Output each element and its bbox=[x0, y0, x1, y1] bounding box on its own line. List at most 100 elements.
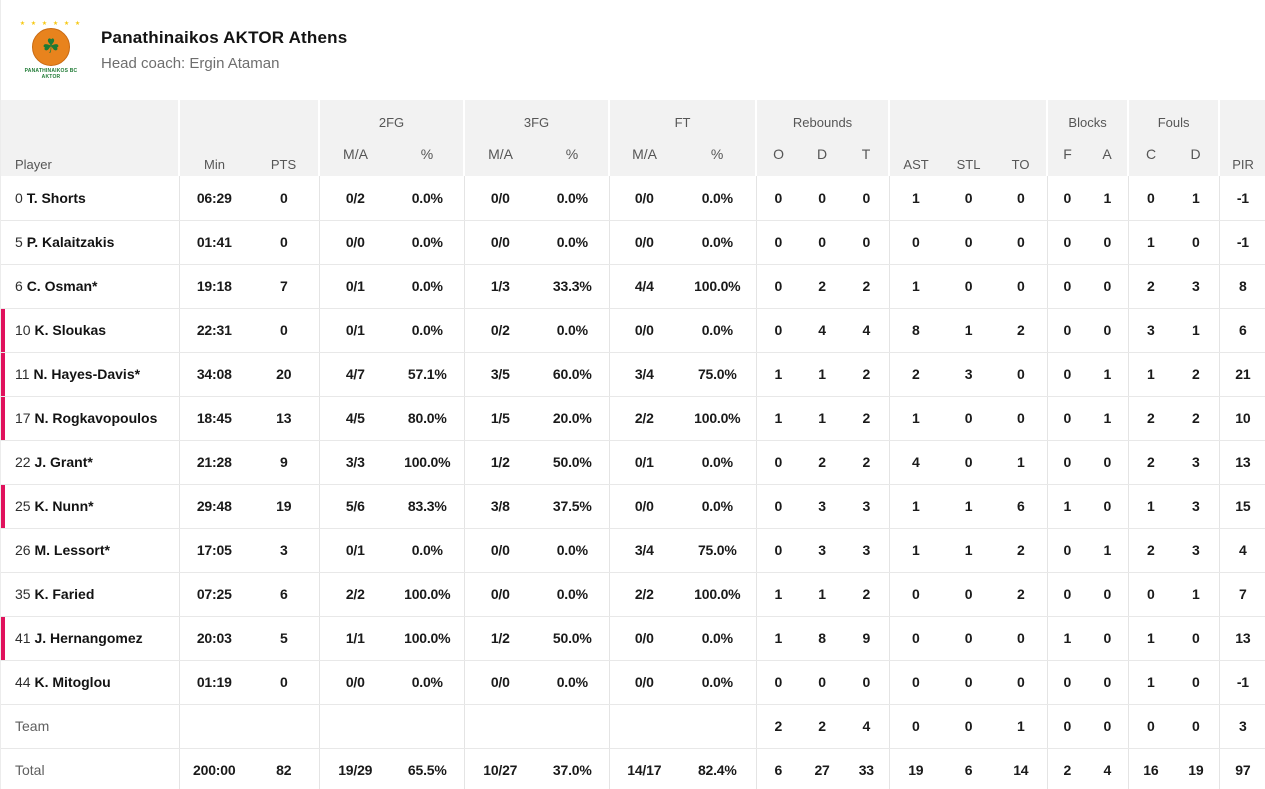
player-cell[interactable]: 35 K. Faried bbox=[1, 572, 180, 617]
col-header-2fg-ma: M/A bbox=[319, 134, 391, 176]
jersey-number: 5 bbox=[15, 234, 27, 250]
stat-cell-ast: 4 bbox=[889, 440, 943, 485]
team-header: ★ ★ ★ ★ ★ ★ ☘ PANATHINAIKOS BC AKTOR Pan… bbox=[1, 0, 1265, 100]
stat-cell-fg2_pct bbox=[391, 704, 465, 749]
stat-cell-reb_d: 3 bbox=[800, 484, 845, 529]
stat-cell-foul_d: 1 bbox=[1173, 308, 1220, 353]
stat-cell-blk_f: 0 bbox=[1047, 704, 1088, 749]
stat-cell-ft_ma: 3/4 bbox=[609, 528, 680, 573]
stat-cell-blk_a: 0 bbox=[1087, 572, 1129, 617]
stat-cell-reb_o: 1 bbox=[756, 616, 801, 661]
stat-cell-pts: 5 bbox=[249, 616, 320, 661]
stat-cell-min: 34:08 bbox=[179, 352, 249, 397]
stat-cell-blk_a: 0 bbox=[1087, 616, 1129, 661]
stat-cell-foul_c: 1 bbox=[1128, 660, 1174, 705]
stat-cell-reb_d: 1 bbox=[800, 352, 845, 397]
summary-label: Team bbox=[15, 718, 50, 734]
stat-cell-ft_ma: 0/0 bbox=[609, 220, 680, 265]
stat-cell-ft_pct: 75.0% bbox=[679, 528, 757, 573]
col-header-3fg-ma: M/A bbox=[464, 134, 537, 176]
stat-cell-fg2_pct: 100.0% bbox=[391, 572, 465, 617]
col-header-ft-ma: M/A bbox=[609, 134, 680, 176]
stat-cell-ft_ma: 0/0 bbox=[609, 176, 680, 221]
stat-cell-stl: 0 bbox=[942, 176, 996, 221]
player-cell[interactable]: 25 K. Nunn* bbox=[1, 484, 180, 529]
stat-cell-fg2_pct: 0.0% bbox=[391, 528, 465, 573]
stat-cell-ast: 0 bbox=[889, 704, 943, 749]
player-cell[interactable]: 41 J. Hernangomez bbox=[1, 616, 180, 661]
col-header-blk-f: F bbox=[1047, 134, 1088, 176]
stat-cell-reb_t: 4 bbox=[844, 704, 890, 749]
stat-cell-to: 1 bbox=[995, 440, 1048, 485]
stat-cell-ft_pct: 0.0% bbox=[679, 440, 757, 485]
stat-cell-foul_d: 3 bbox=[1173, 484, 1220, 529]
stat-cell-blk_f: 0 bbox=[1047, 440, 1088, 485]
stat-cell-blk_f: 0 bbox=[1047, 660, 1088, 705]
player-name: K. Sloukas bbox=[34, 322, 107, 338]
stat-cell-reb_d: 1 bbox=[800, 572, 845, 617]
player-cell[interactable]: 44 K. Mitoglou bbox=[1, 660, 180, 705]
stat-cell-reb_o: 0 bbox=[756, 176, 801, 221]
stat-cell-ast: 8 bbox=[889, 308, 943, 353]
stat-cell-ft_pct: 0.0% bbox=[679, 660, 757, 705]
stat-cell-to: 6 bbox=[995, 484, 1048, 529]
player-name: K. Mitoglou bbox=[34, 674, 111, 690]
stat-cell-stl: 0 bbox=[942, 704, 996, 749]
col-header-pir: PIR bbox=[1219, 100, 1265, 176]
summary-label-cell: Team bbox=[1, 704, 180, 749]
stat-cell-pir: -1 bbox=[1219, 220, 1265, 265]
stat-cell-stl: 3 bbox=[942, 352, 996, 397]
stat-cell-blk_f: 0 bbox=[1047, 572, 1088, 617]
stat-cell-min: 01:19 bbox=[179, 660, 249, 705]
stat-cell-foul_d: 0 bbox=[1173, 704, 1220, 749]
stat-cell-reb_t: 2 bbox=[844, 264, 890, 309]
stat-cell-fg3_ma bbox=[464, 704, 537, 749]
player-cell[interactable]: 5 P. Kalaitzakis bbox=[1, 220, 180, 265]
stat-cell-fg3_pct: 0.0% bbox=[536, 528, 610, 573]
stat-cell-stl: 0 bbox=[942, 264, 996, 309]
stat-cell-fg2_ma: 0/2 bbox=[319, 176, 391, 221]
stat-cell-blk_a: 0 bbox=[1087, 308, 1129, 353]
player-cell[interactable]: 11 N. Hayes-Davis* bbox=[1, 352, 180, 397]
player-cell[interactable]: 17 N. Rogkavopoulos bbox=[1, 396, 180, 441]
stat-cell-blk_a: 4 bbox=[1087, 747, 1129, 789]
stat-cell-pir: 7 bbox=[1219, 572, 1265, 617]
stat-cell-fg2_ma: 5/6 bbox=[319, 484, 391, 529]
stat-cell-foul_c: 16 bbox=[1128, 747, 1174, 789]
stat-cell-blk_f: 0 bbox=[1047, 264, 1088, 309]
stat-cell-reb_o: 0 bbox=[756, 484, 801, 529]
team-row: Team 2 2 4 0 0 1 0 0 0 0 3 bbox=[1, 704, 1265, 749]
stat-cell-reb_o: 6 bbox=[756, 747, 801, 789]
stat-cell-blk_a: 0 bbox=[1087, 220, 1129, 265]
stat-cell-pts: 13 bbox=[249, 396, 320, 441]
stat-cell-ast: 1 bbox=[889, 396, 943, 441]
stat-cell-fg3_ma: 1/3 bbox=[464, 264, 537, 309]
stat-cell-blk_f: 1 bbox=[1047, 616, 1088, 661]
player-cell[interactable]: 6 C. Osman* bbox=[1, 264, 180, 309]
stat-cell-reb_t: 3 bbox=[844, 484, 890, 529]
stat-cell-fg2_ma: 4/7 bbox=[319, 352, 391, 397]
player-cell[interactable]: 0 T. Shorts bbox=[1, 176, 180, 221]
player-cell[interactable]: 10 K. Sloukas bbox=[1, 308, 180, 353]
stat-cell-pir: 6 bbox=[1219, 308, 1265, 353]
stat-cell-stl: 6 bbox=[942, 747, 996, 789]
stat-cell-ft_ma: 2/2 bbox=[609, 396, 680, 441]
stat-cell-stl: 1 bbox=[942, 484, 996, 529]
stat-cell-to: 0 bbox=[995, 264, 1048, 309]
stat-cell-reb_t: 2 bbox=[844, 572, 890, 617]
stat-cell-reb_o: 0 bbox=[756, 440, 801, 485]
stat-cell-stl: 0 bbox=[942, 616, 996, 661]
stat-cell-fg3_ma: 1/5 bbox=[464, 396, 537, 441]
player-cell[interactable]: 22 J. Grant* bbox=[1, 440, 180, 485]
player-cell[interactable]: 26 M. Lessort* bbox=[1, 528, 180, 573]
stat-cell-reb_d: 2 bbox=[800, 264, 845, 309]
stat-cell-ft_pct: 0.0% bbox=[679, 616, 757, 661]
stat-cell-reb_o: 0 bbox=[756, 308, 801, 353]
stat-cell-reb_t: 0 bbox=[844, 660, 890, 705]
stat-cell-ft_ma: 0/0 bbox=[609, 308, 680, 353]
stat-cell-foul_c: 1 bbox=[1128, 616, 1174, 661]
player-row: 0 T. Shorts 06:29 0 0/2 0.0% 0/0 0.0% 0/0 0.0% 0 0… bbox=[1, 176, 1265, 221]
stat-cell-ft_pct: 0.0% bbox=[679, 308, 757, 353]
player-row: 5 P. Kalaitzakis 01:41 0 0/0 0.0% 0/0 0.0% 0/0 0… bbox=[1, 220, 1265, 265]
stat-cell-blk_a: 1 bbox=[1087, 176, 1129, 221]
